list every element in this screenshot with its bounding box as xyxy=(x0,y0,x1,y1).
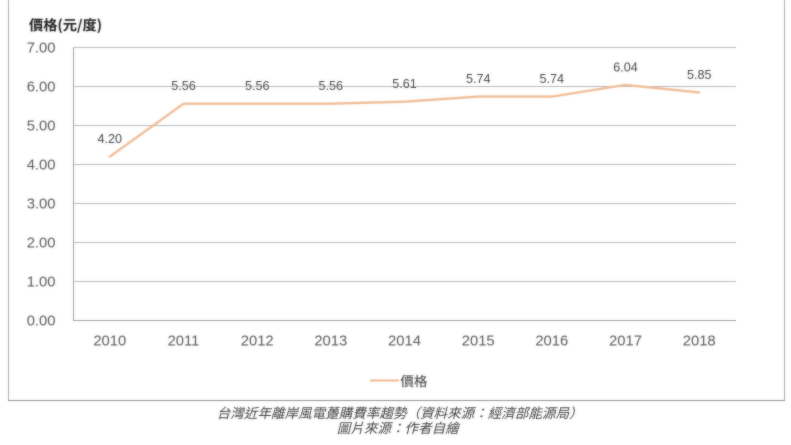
svg-text:4.20: 4.20 xyxy=(98,132,123,146)
svg-text:2017: 2017 xyxy=(609,334,642,350)
svg-text:5.85: 5.85 xyxy=(687,68,712,82)
svg-text:5.56: 5.56 xyxy=(319,79,344,93)
svg-text:5.74: 5.74 xyxy=(466,72,491,86)
svg-text:5.56: 5.56 xyxy=(171,79,196,93)
svg-text:6.00: 6.00 xyxy=(27,80,56,96)
svg-text:2.00: 2.00 xyxy=(27,236,56,252)
svg-text:2012: 2012 xyxy=(241,334,274,350)
svg-text:2015: 2015 xyxy=(462,334,495,350)
svg-text:3.00: 3.00 xyxy=(27,197,56,213)
svg-text:6.04: 6.04 xyxy=(613,60,638,74)
svg-text:7.00: 7.00 xyxy=(27,41,56,57)
svg-text:2018: 2018 xyxy=(683,334,716,350)
svg-text:0.00: 0.00 xyxy=(27,314,56,330)
svg-text:2013: 2013 xyxy=(314,334,347,350)
svg-text:4.00: 4.00 xyxy=(27,158,56,174)
svg-text:1.00: 1.00 xyxy=(27,275,56,291)
svg-text:5.56: 5.56 xyxy=(245,79,270,93)
svg-text:5.61: 5.61 xyxy=(392,77,417,91)
svg-text:2014: 2014 xyxy=(388,334,421,350)
svg-text:5.74: 5.74 xyxy=(540,72,565,86)
svg-text:5.00: 5.00 xyxy=(27,119,56,135)
svg-text:2011: 2011 xyxy=(168,334,200,350)
svg-text:2016: 2016 xyxy=(535,334,568,350)
svg-text:2010: 2010 xyxy=(93,334,126,350)
